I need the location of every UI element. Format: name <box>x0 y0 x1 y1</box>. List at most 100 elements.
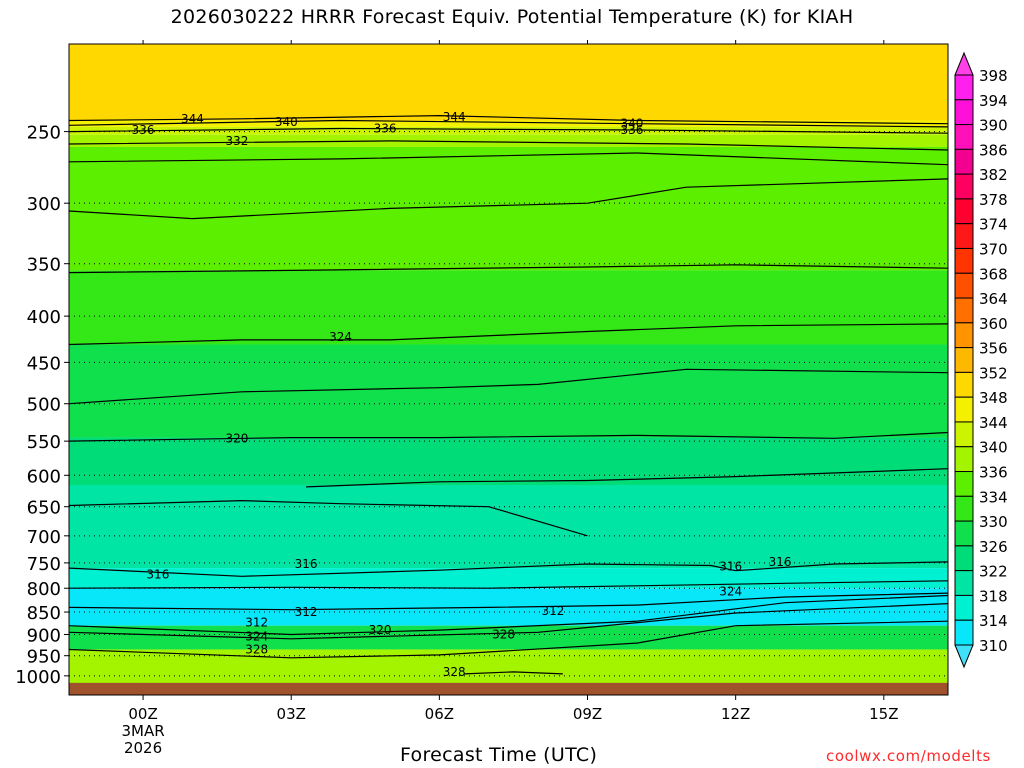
contour-label: 332 <box>225 134 248 148</box>
contour-label: 312 <box>295 605 318 619</box>
colorbar-segment <box>954 471 974 497</box>
x-tick-label: 03Z <box>277 705 306 723</box>
x-tick-label: 12Z <box>721 705 750 723</box>
colorbar-segment <box>954 198 974 225</box>
credit-text: coolwx.com/modelts <box>826 747 991 765</box>
contour-label: 344 <box>181 112 204 126</box>
contour-label: 340 <box>275 115 298 129</box>
colorbar-segment <box>954 545 974 572</box>
contour-328 <box>464 671 563 675</box>
colorbar-segment <box>954 272 974 299</box>
y-tick-label: 1000 <box>15 667 61 688</box>
contour-324 <box>68 264 949 274</box>
x-tick-label: 15Z <box>869 705 898 723</box>
x-axis-label: Forecast Time (UTC) <box>400 744 598 766</box>
colorbar-segment <box>954 99 974 126</box>
field-band <box>69 126 948 135</box>
contour-label: 336 <box>374 121 397 135</box>
colorbar-segment <box>954 371 974 398</box>
colorbar-label: 352 <box>979 364 1008 382</box>
colorbar-segment <box>954 619 974 646</box>
colorbar-label: 310 <box>979 637 1008 655</box>
y-tick-label: 350 <box>27 255 61 276</box>
y-tick-label: 850 <box>27 603 61 624</box>
contour-318 <box>305 468 949 488</box>
colorbar-segment <box>954 247 974 274</box>
contour-328 <box>68 620 949 659</box>
contour-336 <box>68 127 949 134</box>
y-tick-label: 600 <box>27 466 61 487</box>
colorbar-segment <box>954 173 974 200</box>
contour-324 <box>68 323 949 346</box>
colorbar-segment <box>954 396 974 423</box>
contour-label: 328 <box>245 642 268 656</box>
contour-324 <box>68 603 949 640</box>
y-tick-label: 700 <box>27 527 61 548</box>
colorbar-label: 382 <box>979 166 1008 184</box>
contour-344 <box>68 114 949 125</box>
colorbar-segment <box>954 297 974 324</box>
contour-328 <box>68 152 949 166</box>
contour-label: 320 <box>369 623 392 637</box>
x-tick-label: 09Z <box>573 705 602 723</box>
colorbar-label: 368 <box>979 265 1008 283</box>
y-tick-label: 800 <box>27 579 61 600</box>
colorbar-segment <box>954 347 974 373</box>
colorbar-label: 336 <box>979 464 1008 482</box>
y-tick-label: 250 <box>27 123 61 144</box>
colorbar-label: 314 <box>979 612 1008 630</box>
colorbar-segment <box>954 520 974 547</box>
colorbar-label: 326 <box>979 538 1008 556</box>
contour-312 <box>68 592 949 611</box>
contour-label: 336 <box>621 123 644 137</box>
field-band <box>69 437 948 485</box>
colorbar-segment <box>954 148 974 175</box>
contour-label: 316 <box>719 560 742 574</box>
contour-320 <box>68 431 949 442</box>
x-tick-label: 06Z <box>425 705 454 723</box>
field-band <box>69 344 948 438</box>
contour-332 <box>68 140 949 151</box>
colorbar-label: 330 <box>979 513 1008 531</box>
colorbar-label: 398 <box>979 67 1008 85</box>
y-tick-label: 450 <box>27 353 61 374</box>
field-band <box>69 625 948 650</box>
contour-label: 316 <box>295 557 318 571</box>
contour-label: 320 <box>225 431 248 445</box>
colorbar-segment <box>954 223 974 249</box>
field-band <box>69 120 948 127</box>
x-tick-sublabel: 3MAR <box>121 722 164 740</box>
contour-340 <box>68 119 949 128</box>
contour-label: 340 <box>621 117 644 131</box>
plot-border <box>68 43 949 696</box>
contour-326 <box>68 178 949 220</box>
field-band <box>69 484 948 569</box>
colorbar-label: 348 <box>979 389 1008 407</box>
colorbar-label: 378 <box>979 191 1008 209</box>
y-tick-label: 500 <box>27 395 61 416</box>
colorbar-label: 374 <box>979 216 1008 234</box>
colorbar-segment <box>954 322 974 349</box>
colorbar-label: 322 <box>979 563 1008 581</box>
colorbar-under-arrow <box>954 644 974 669</box>
colorbar-label: 390 <box>979 117 1008 135</box>
colorbar-label: 318 <box>979 587 1008 605</box>
contour-314 <box>68 580 949 589</box>
contour-label: 328 <box>443 665 466 679</box>
colorbar-label: 360 <box>979 315 1008 333</box>
colorbar-label: 386 <box>979 141 1008 159</box>
contour-318 <box>68 499 588 537</box>
colorbar-segment <box>954 570 974 596</box>
contour-320 <box>68 594 949 636</box>
colorbar-segment <box>954 124 974 150</box>
contour-label: 316 <box>146 567 169 581</box>
contour-label: 336 <box>132 123 155 137</box>
colorbar-label: 334 <box>979 488 1008 506</box>
colorbar-label: 340 <box>979 439 1008 457</box>
y-tick-label: 750 <box>27 554 61 575</box>
contour-label: 316 <box>769 555 792 569</box>
ground-strip <box>69 682 948 695</box>
y-tick-label: 300 <box>27 194 61 215</box>
colorbar-segment <box>954 74 974 101</box>
